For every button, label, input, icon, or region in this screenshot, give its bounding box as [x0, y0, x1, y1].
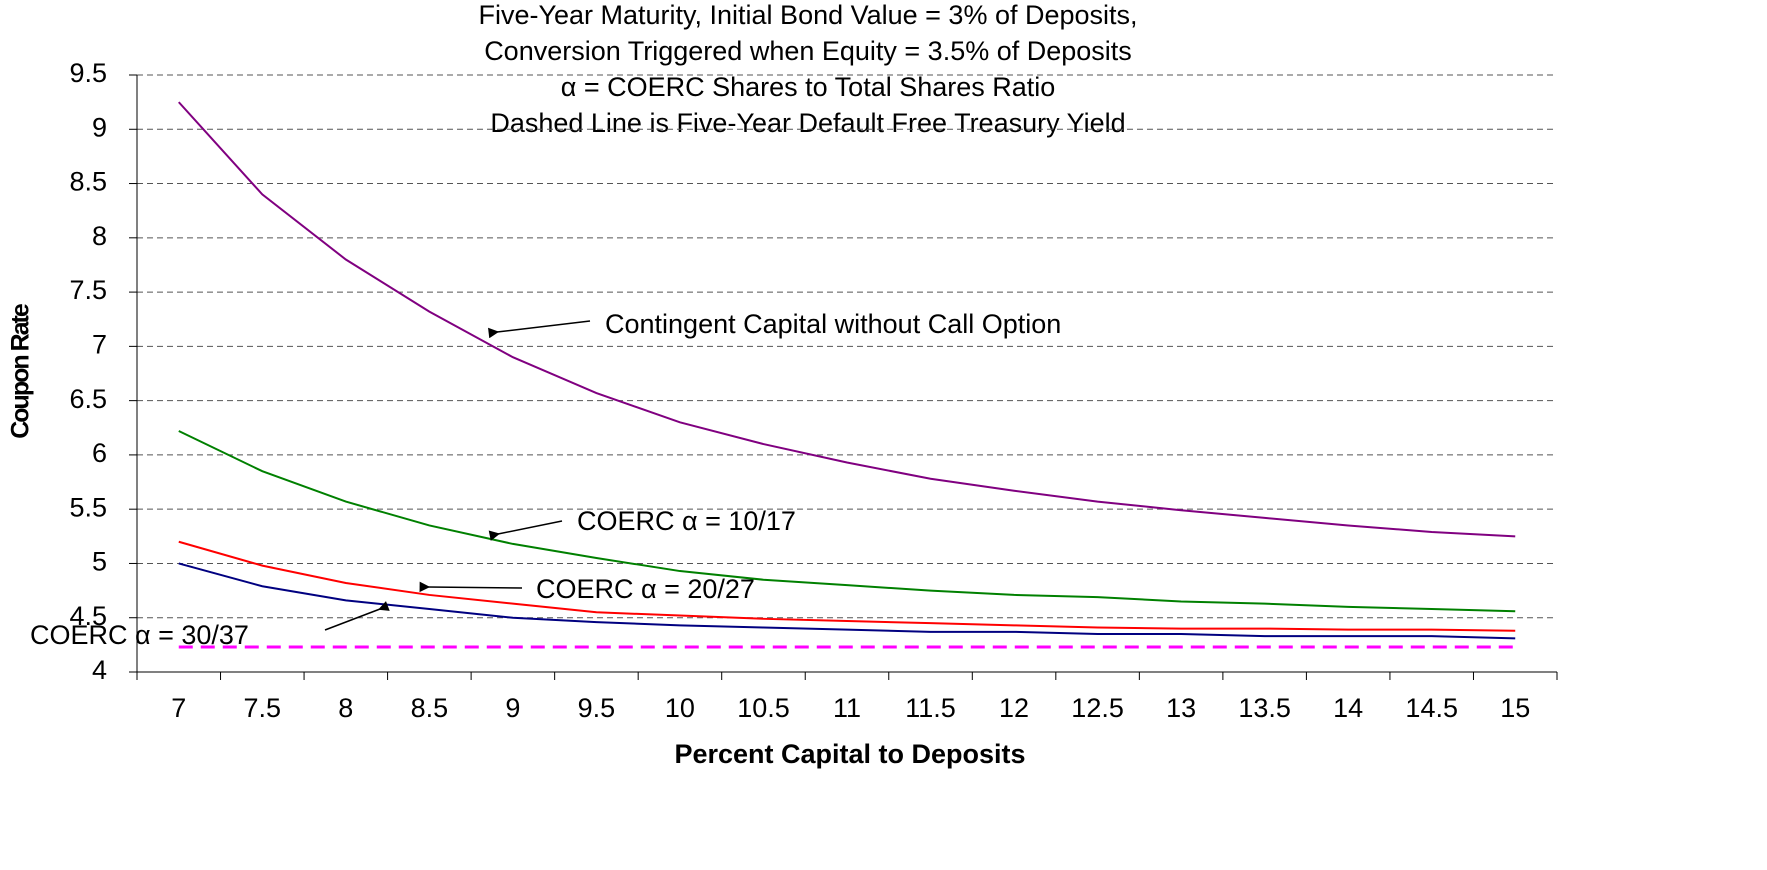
chart-title: α = COERC Shares to Total Shares Ratio	[561, 72, 1056, 102]
y-tick-label: 6.5	[69, 384, 107, 414]
x-tick-label: 13	[1166, 693, 1196, 723]
y-tick-label: 5.5	[69, 492, 107, 522]
y-tick-label: 4	[92, 655, 107, 685]
x-axis-label: Percent Capital to Deposits	[674, 739, 1025, 769]
annotation-arrow	[488, 320, 591, 339]
x-tick-label: 10	[665, 693, 695, 723]
x-tick-label: 14.5	[1405, 693, 1458, 723]
series-line	[178, 101, 1516, 538]
x-tick-label: 12.5	[1071, 693, 1124, 723]
chart-title: Five-Year Maturity, Initial Bond Value =…	[478, 0, 1137, 30]
chart-title: Conversion Triggered when Equity = 3.5% …	[484, 36, 1132, 66]
annotation: COERC α = 20/27	[536, 574, 755, 604]
x-tick-label: 13.5	[1238, 693, 1291, 723]
x-tick-label: 11	[833, 693, 861, 723]
x-tick-label: 15	[1500, 693, 1530, 723]
series-line	[178, 430, 1516, 613]
y-tick-label: 4.5	[69, 601, 107, 631]
y-tick-label: 9.5	[69, 58, 107, 88]
series-line	[178, 540, 1516, 632]
y-tick-label: 6	[92, 438, 107, 468]
annotation: Contingent Capital without Call Option	[605, 309, 1061, 339]
y-tick-label: 5	[92, 547, 107, 577]
x-tick-label: 7	[171, 693, 186, 723]
chart-title: Dashed Line is Five-Year Default Free Tr…	[490, 108, 1125, 138]
x-tick-label: 7.5	[244, 693, 282, 723]
y-tick-label: 9	[92, 112, 107, 142]
annotation: COERC α = 10/17	[577, 506, 796, 536]
y-axis-label: Coupon Rate	[7, 303, 35, 439]
x-tick-label: 14	[1333, 693, 1363, 723]
x-tick-label: 9.5	[578, 693, 616, 723]
annotation-arrow	[419, 581, 523, 593]
y-tick-label: 8	[92, 221, 107, 251]
x-tick-label: 12	[999, 693, 1029, 723]
x-tick-label: 8	[338, 693, 353, 723]
x-tick-label: 11.5	[905, 693, 956, 723]
annotation-arrow	[488, 520, 563, 541]
x-tick-label: 9	[505, 693, 520, 723]
y-tick-label: 7.5	[69, 275, 107, 305]
series-line	[178, 562, 1516, 640]
x-tick-label: 10.5	[737, 693, 790, 723]
annotation: COERC α = 30/37	[30, 620, 249, 650]
x-tick-label: 8.5	[411, 693, 449, 723]
y-tick-label: 8.5	[69, 167, 107, 197]
annotation-arrow	[324, 601, 390, 631]
y-tick-label: 7	[92, 329, 107, 359]
